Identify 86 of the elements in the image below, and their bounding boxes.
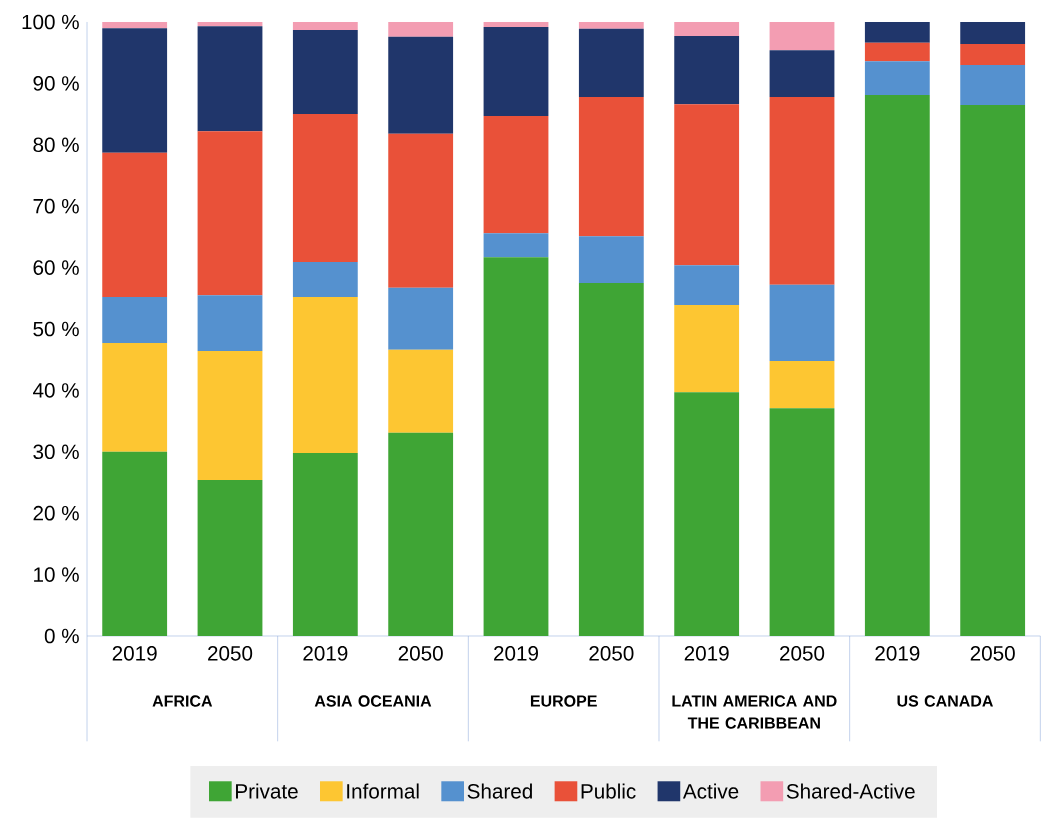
bar [197,295,263,352]
bar [197,26,263,132]
bar [674,265,740,306]
bar [769,360,835,409]
legend-label: Private [236,783,298,799]
bar [578,282,644,636]
bar [388,432,454,636]
legend-label: Shared-Active [786,783,915,799]
text: EUROPE [530,695,597,707]
bar [769,21,835,51]
bar [197,480,263,636]
x-tick-label: 2019 [494,646,538,661]
bar [960,44,1026,65]
y-tick-label: 40 % [33,383,79,398]
x-tick-label: 2050 [589,646,634,661]
y-tick-label: 60 % [33,260,79,275]
bar [769,50,835,97]
bar [578,28,644,97]
bar [292,297,358,454]
bar [197,21,263,27]
bar [483,257,549,636]
bar [674,305,740,393]
bar [388,21,454,37]
text: US CANADA [897,695,993,707]
bar [388,287,454,350]
y-tick-label: 100 % [22,14,79,30]
bar [292,262,358,298]
bar [864,61,930,96]
legend-label: Active [682,783,739,799]
bar [769,96,835,285]
text: AFRICA [152,695,213,707]
bar [864,21,930,43]
bar [578,236,644,283]
legend-label: Public [581,783,636,799]
bar [483,26,549,116]
bar [769,284,835,361]
x-tick-label: 2050 [398,646,443,661]
bar [864,42,930,62]
legend-label: Informal [347,783,419,799]
y-tick-label: 90 % [33,76,79,91]
bar [483,115,549,234]
bar [674,21,740,37]
bar [292,29,358,115]
bar [102,297,168,344]
bar [864,95,930,636]
bar [483,21,549,27]
bar [388,133,454,288]
x-tick-label: 2050 [970,646,1015,661]
bar [292,453,358,636]
bar [960,64,1026,105]
bar [102,343,168,452]
bar [102,451,168,636]
text: ASIA OCEANIA [314,695,432,707]
bar [388,36,454,134]
bar [102,152,168,298]
x-tick-label: 2050 [208,646,253,661]
bar [960,21,1026,45]
bar [292,21,358,30]
x-tick-label: 2019 [303,646,348,661]
y-tick-label: 70 % [33,198,79,214]
x-tick-label: 2050 [780,646,825,661]
bar [483,233,549,258]
bar [102,21,168,29]
bar [292,114,358,263]
legend-label: Shared [467,783,532,799]
bar [769,408,835,636]
y-tick-label: 0 % [44,628,79,644]
x-tick-label: 2019 [112,646,157,661]
bar [578,96,644,237]
y-tick-label: 50 % [33,321,79,337]
bar [674,104,740,266]
y-tick-label: 30 % [33,444,79,460]
bar [197,351,263,481]
y-tick-label: 20 % [33,505,79,521]
bar [102,28,168,153]
x-tick-label: 2019 [875,646,920,661]
text: LATIN AMERICA AND THE CARIBBEAN [672,695,837,729]
bar [388,349,454,433]
y-tick-label: 80 % [33,137,79,153]
bar [197,131,263,296]
bar [578,21,644,29]
bar [674,392,740,636]
bar [960,104,1026,636]
x-tick-label: 2019 [684,646,729,661]
bar [674,36,740,105]
y-tick-label: 10 % [34,567,79,582]
